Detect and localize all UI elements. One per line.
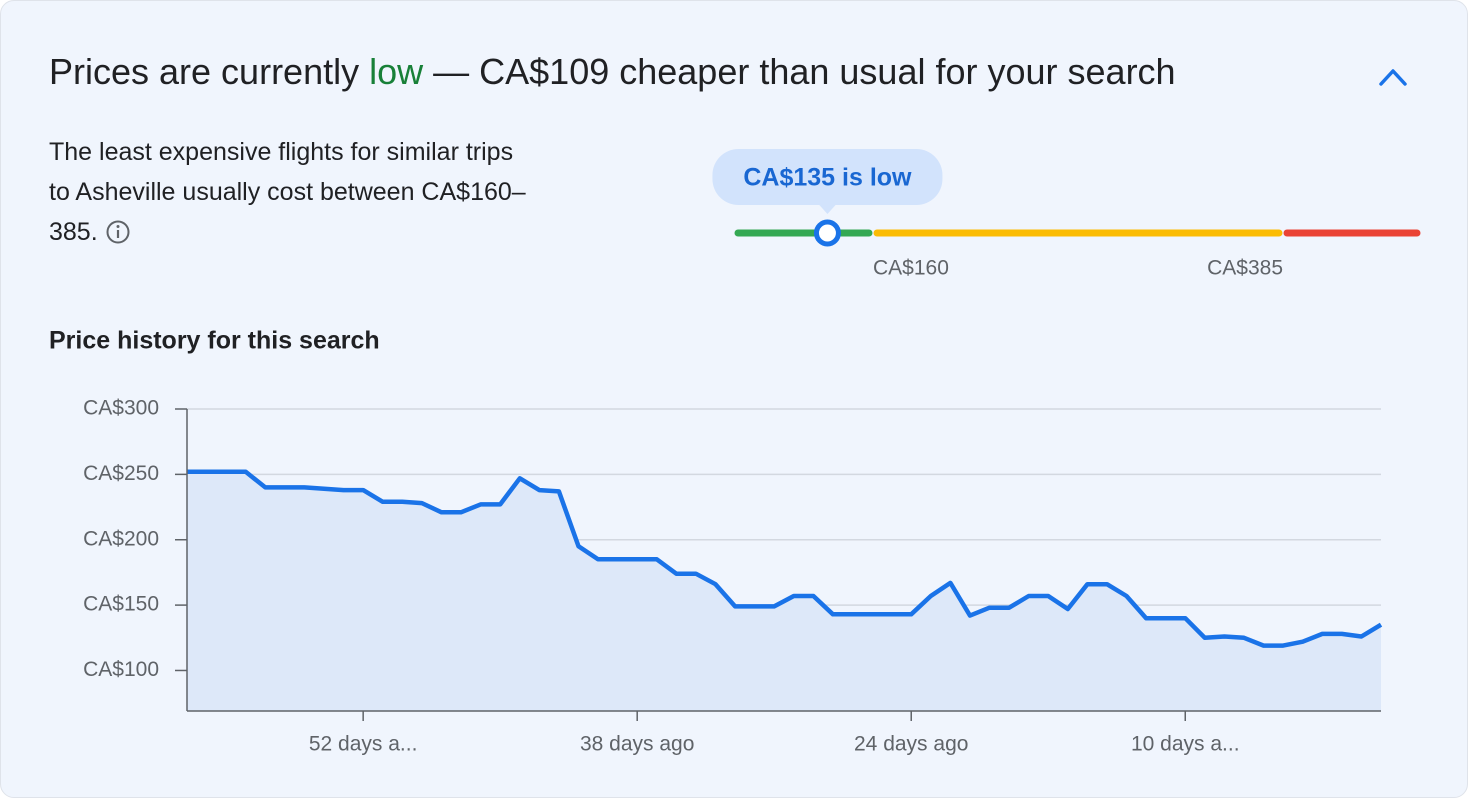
headline-status: low [369, 51, 424, 92]
headline-start: Prices are currently [49, 51, 369, 92]
info-icon[interactable] [105, 219, 131, 245]
chart-title: Price history for this search [49, 327, 380, 355]
y-tick-label: CA$250 [83, 462, 159, 485]
range-high-label: CA$385 [1207, 257, 1283, 280]
price-line [187, 469, 1383, 648]
description-text: The least expensive flights for similar … [49, 138, 526, 246]
headline-end: — CA$109 cheaper than usual for your sea… [423, 51, 1175, 92]
y-tick-label: CA$300 [83, 397, 159, 420]
range-low-label: CA$160 [873, 257, 949, 280]
current-price-marker [813, 219, 841, 247]
headline: Prices are currently low — CA$109 cheape… [49, 51, 1176, 92]
description: The least expensive flights for similar … [49, 132, 539, 252]
y-tick-label: CA$150 [83, 593, 159, 616]
price-bubble-text: CA$135 is low [743, 164, 912, 192]
x-tick-label: 24 days ago [854, 733, 968, 756]
price-area [187, 471, 1381, 711]
x-tick-label: 10 days a... [1131, 733, 1240, 756]
y-tick-label: CA$200 [83, 527, 159, 550]
y-tick-label: CA$100 [83, 658, 159, 681]
x-tick-label: 38 days ago [580, 733, 694, 756]
price-bubble [712, 149, 943, 205]
price-bubble-pointer [818, 204, 837, 214]
x-tick-label: 52 days a... [309, 733, 418, 756]
collapse-button[interactable] [1379, 69, 1407, 86]
